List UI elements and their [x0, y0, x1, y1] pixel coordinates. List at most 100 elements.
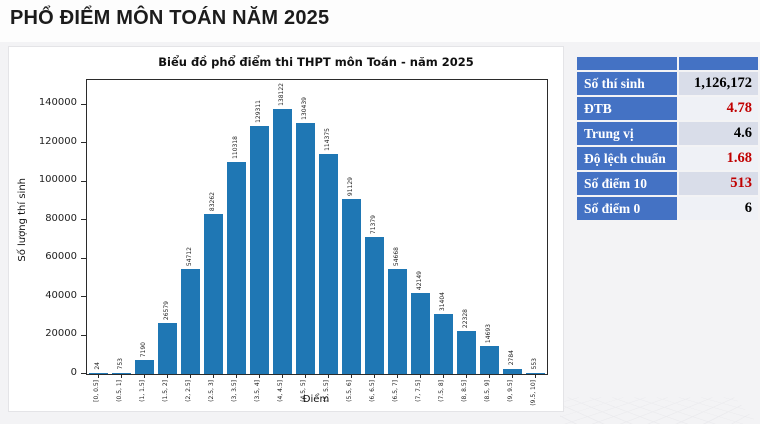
x-tick-mark — [419, 374, 421, 378]
table-row: Trung vị 4.6 — [577, 122, 758, 145]
x-tick-label: (9, 9.5] — [507, 380, 514, 402]
x-tick-mark — [511, 374, 513, 378]
x-tick-label: (4, 4.5] — [277, 380, 284, 402]
bar — [296, 123, 315, 374]
stat-value: 4.78 — [679, 97, 758, 120]
bar — [526, 372, 545, 374]
bar — [434, 313, 453, 374]
bar-value-label: 26579 — [163, 300, 170, 320]
x-tick-label: (6.5, 7] — [392, 380, 399, 402]
bar — [342, 198, 361, 374]
stat-label: Trung vị — [577, 122, 678, 145]
stat-label: ĐTB — [577, 97, 678, 120]
table-row: Độ lệch chuẩn 1.68 — [577, 147, 758, 170]
bar-value-label: 2784 — [508, 350, 515, 366]
header-strip — [0, 0, 760, 42]
stat-value: 6 — [679, 197, 758, 220]
x-tick-mark — [534, 374, 536, 378]
x-tick-label: (8.5, 9] — [484, 380, 491, 402]
bar-value-label: 129311 — [255, 99, 262, 123]
stat-label: Số điểm 10 — [577, 172, 678, 195]
x-tick-label: (1.5, 2] — [162, 380, 169, 402]
bar — [112, 372, 131, 374]
background-pattern — [560, 254, 760, 424]
stat-label: Số thí sinh — [577, 72, 678, 95]
bar — [457, 331, 476, 374]
x-tick-mark — [235, 374, 237, 378]
bar-value-label: 110318 — [232, 136, 239, 160]
bar-value-label: 14693 — [485, 323, 492, 343]
bar — [89, 373, 108, 374]
chart-title: Biểu đồ phổ điểm thi THPT môn Toán - năm… — [158, 55, 474, 69]
y-tick-mark — [81, 373, 86, 374]
x-tick-mark — [465, 374, 467, 378]
bar — [250, 125, 269, 374]
plot-area: 24 753 7190 26579 54712 83262 110318 129311 1381… — [86, 79, 548, 375]
x-tick-label: (4.5, 5] — [300, 380, 307, 402]
bar — [273, 108, 292, 374]
table-header-row — [577, 57, 758, 70]
table-row: Số điểm 10 513 — [577, 172, 758, 195]
y-tick-label: 120000 — [38, 135, 77, 147]
bar-value-label: 54712 — [186, 246, 193, 266]
y-tick-label: 40000 — [45, 289, 77, 301]
stats-table: Số thí sinh 1,126,172 ĐTB 4.78 Trung vị 4.6 Độ… — [575, 55, 760, 222]
bar — [480, 345, 499, 374]
x-tick-label: (2, 2.5] — [185, 380, 192, 402]
x-tick-mark — [304, 374, 306, 378]
bar-value-label: 114375 — [324, 128, 331, 152]
bar-value-label: 753 — [117, 358, 124, 370]
bar — [411, 293, 430, 374]
y-tick-mark — [81, 219, 86, 221]
bar-value-label: 54668 — [393, 246, 400, 266]
bar-value-label: 553 — [531, 358, 538, 370]
bar-value-label: 138122 — [278, 82, 285, 106]
score-distribution-chart: Biểu đồ phổ điểm thi THPT môn Toán - năm… — [8, 46, 564, 412]
stat-value: 513 — [679, 172, 758, 195]
stat-label: Số điểm 0 — [577, 197, 678, 220]
x-tick-label: (7, 7.5] — [415, 380, 422, 402]
x-tick-label: (3, 3.5] — [231, 380, 238, 402]
page-title: PHỔ ĐIỂM MÔN TOÁN NĂM 2025 — [10, 7, 330, 29]
x-tick-mark — [488, 374, 490, 378]
x-tick-mark — [373, 374, 375, 378]
y-tick-label: 20000 — [45, 328, 77, 340]
x-tick-mark — [166, 374, 168, 378]
x-tick-mark — [396, 374, 398, 378]
bar — [135, 360, 154, 374]
bar-value-label: 31404 — [439, 291, 446, 311]
bar-value-label: 71379 — [370, 214, 377, 234]
table-row: ĐTB 4.78 — [577, 97, 758, 120]
x-tick-mark — [212, 374, 214, 378]
bar-value-label: 24 — [94, 362, 101, 370]
y-tick-label: 140000 — [38, 97, 77, 109]
y-tick-label: 100000 — [38, 174, 77, 186]
x-tick-label: (1, 1.5] — [139, 380, 146, 402]
bar — [227, 162, 246, 374]
bar-value-label: 42149 — [416, 270, 423, 291]
y-tick-label: 0 — [70, 366, 77, 378]
x-tick-label: (9.5, 10] — [530, 380, 537, 406]
x-tick-label: (2.5, 3] — [208, 380, 215, 402]
stat-label: Độ lệch chuẩn — [577, 147, 678, 170]
x-tick-mark — [281, 374, 283, 378]
x-tick-label: (6, 6.5] — [369, 380, 376, 402]
x-tick-label: (0.5, 1] — [116, 380, 123, 402]
x-tick-mark — [143, 374, 145, 378]
x-tick-label: (8, 8.5] — [461, 380, 468, 402]
bar-value-label: 22328 — [462, 309, 469, 329]
x-tick-label: [0, 0.5] — [93, 380, 100, 402]
table-header-cell — [577, 57, 678, 70]
y-tick-mark — [81, 296, 86, 298]
stat-value: 1,126,172 — [679, 72, 758, 95]
bar — [158, 322, 177, 374]
x-tick-mark — [97, 374, 99, 378]
x-axis-label: Điểm — [302, 394, 330, 405]
stat-value: 1.68 — [679, 147, 758, 170]
bar-value-label: 130439 — [301, 97, 308, 121]
x-tick-mark — [120, 374, 122, 378]
y-tick-label: 60000 — [45, 251, 77, 263]
y-tick-mark — [81, 103, 86, 105]
bar — [181, 268, 200, 374]
